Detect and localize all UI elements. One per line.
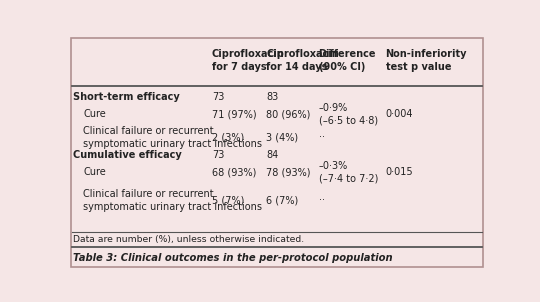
Text: 84: 84 xyxy=(266,150,279,160)
Text: 0·015: 0·015 xyxy=(386,167,413,177)
Text: 73: 73 xyxy=(212,150,224,160)
Text: 78 (93%): 78 (93%) xyxy=(266,167,311,177)
Text: –0·3%
(–7·4 to 7·2): –0·3% (–7·4 to 7·2) xyxy=(319,161,378,184)
Text: 71 (97%): 71 (97%) xyxy=(212,109,256,119)
Text: Ciprofloxacin
for 14 days: Ciprofloxacin for 14 days xyxy=(266,49,339,72)
Text: 0·004: 0·004 xyxy=(386,109,413,119)
Text: Difference
(90% CI): Difference (90% CI) xyxy=(319,49,376,72)
Text: 68 (93%): 68 (93%) xyxy=(212,167,256,177)
Text: Ciprofloxacin
for 7 days: Ciprofloxacin for 7 days xyxy=(212,49,285,72)
Text: –0·9%
(–6·5 to 4·8): –0·9% (–6·5 to 4·8) xyxy=(319,103,377,126)
Text: Cure: Cure xyxy=(83,167,106,177)
Text: Cure: Cure xyxy=(83,109,106,119)
Text: 83: 83 xyxy=(266,92,279,102)
Text: Clinical failure or recurrent
symptomatic urinary tract infections: Clinical failure or recurrent symptomati… xyxy=(83,189,262,212)
Text: 73: 73 xyxy=(212,92,224,102)
Text: 80 (96%): 80 (96%) xyxy=(266,109,310,119)
Text: Clinical failure or recurrent
symptomatic urinary tract infections: Clinical failure or recurrent symptomati… xyxy=(83,126,262,149)
Text: Table 3: Clinical outcomes in the per-protocol population: Table 3: Clinical outcomes in the per-pr… xyxy=(72,253,392,263)
Text: Short-term efficacy: Short-term efficacy xyxy=(72,92,179,102)
Text: Cumulative efficacy: Cumulative efficacy xyxy=(72,150,181,160)
Text: Non-inferiority
test p value: Non-inferiority test p value xyxy=(386,49,467,72)
Text: ··: ·· xyxy=(319,132,325,143)
Text: Data are number (%), unless otherwise indicated.: Data are number (%), unless otherwise in… xyxy=(72,235,303,244)
FancyBboxPatch shape xyxy=(71,38,483,267)
Text: 6 (7%): 6 (7%) xyxy=(266,195,299,205)
Text: 5 (7%): 5 (7%) xyxy=(212,195,244,205)
Text: ··: ·· xyxy=(319,195,325,205)
Text: 3 (4%): 3 (4%) xyxy=(266,132,299,143)
Text: 2 (3%): 2 (3%) xyxy=(212,132,244,143)
